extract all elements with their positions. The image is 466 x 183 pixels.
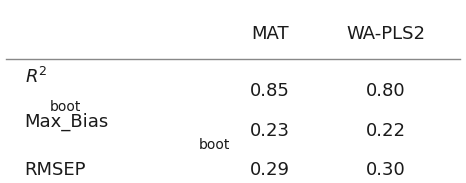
Text: 0.85: 0.85	[250, 82, 290, 100]
Text: MAT: MAT	[251, 25, 289, 43]
Text: RMSEP: RMSEP	[25, 161, 86, 179]
Text: 0.30: 0.30	[366, 161, 406, 179]
Text: WA-PLS2: WA-PLS2	[346, 25, 425, 43]
Text: boot: boot	[50, 100, 82, 114]
Text: boot: boot	[198, 138, 230, 152]
Text: 0.80: 0.80	[366, 82, 406, 100]
Text: 0.22: 0.22	[366, 122, 406, 140]
Text: 0.23: 0.23	[250, 122, 290, 140]
Text: Max_Bias: Max_Bias	[25, 113, 109, 131]
Text: $R^2$: $R^2$	[25, 67, 47, 87]
Text: 0.29: 0.29	[250, 161, 290, 179]
